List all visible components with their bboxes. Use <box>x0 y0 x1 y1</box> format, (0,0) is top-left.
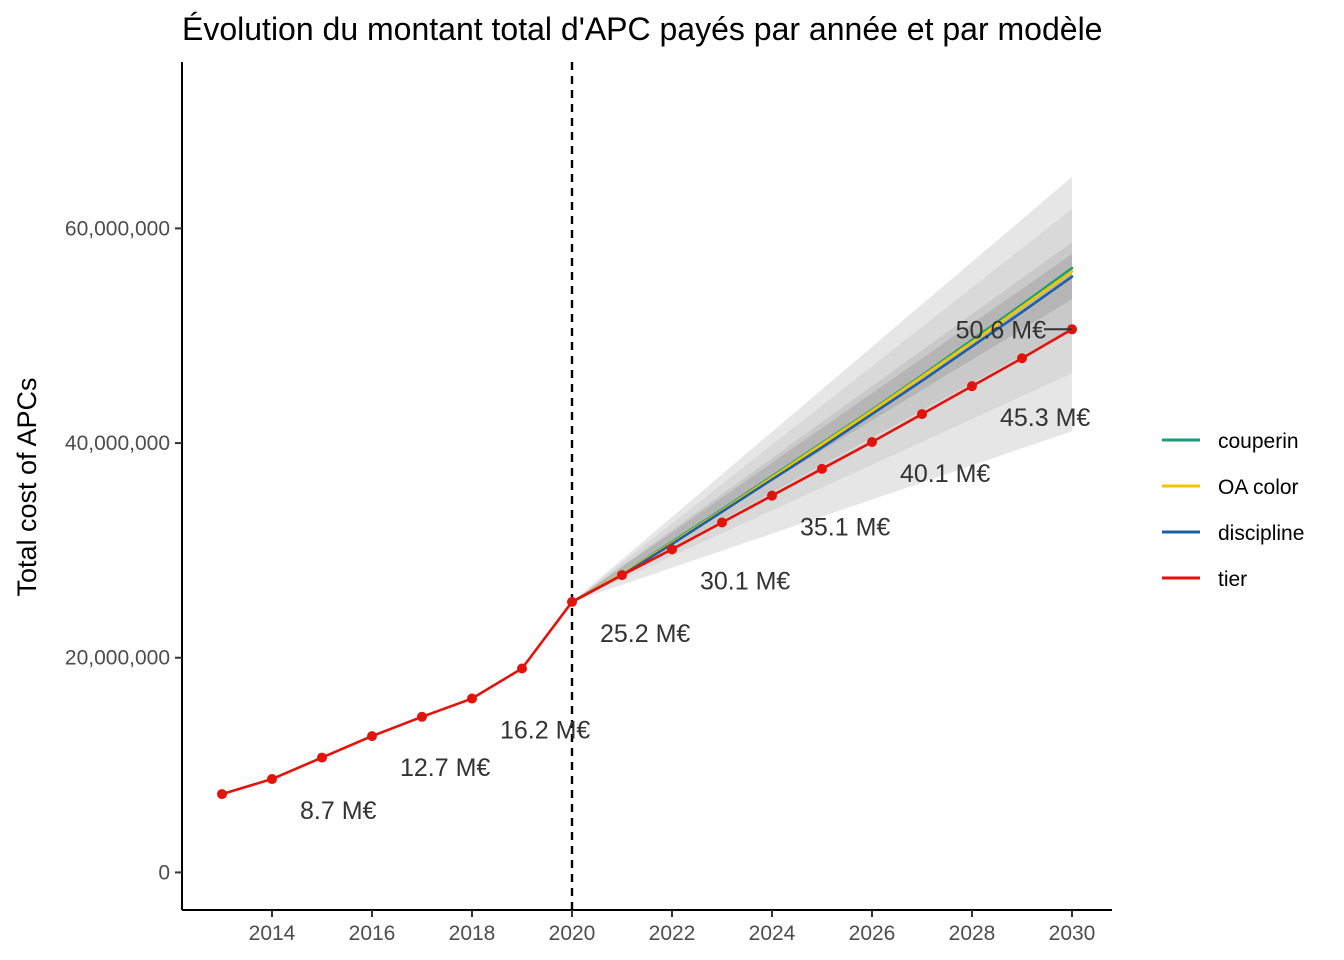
points-layer <box>217 324 1077 800</box>
tier-point-2022 <box>667 544 677 555</box>
tier-point-2019 <box>517 663 527 674</box>
legend-label: discipline <box>1218 522 1304 545</box>
data-labels-layer: 8.7 M€ 12.7 M€ 16.2 M€ 25.2 M€ 30.1 M€ 35.1 M… <box>300 316 1090 825</box>
series-line-discipline <box>570 275 1074 604</box>
x-tick-label: 2014 <box>249 922 296 945</box>
tier-point-2027 <box>917 409 927 420</box>
data-label: 16.2 M€ <box>500 717 590 745</box>
tier-point-2015 <box>317 752 327 763</box>
tier-point-2014 <box>267 774 277 785</box>
x-tick-label: 2016 <box>349 922 396 945</box>
tier-point-2017 <box>417 711 427 722</box>
tier-point-2020 <box>567 596 577 607</box>
x-tick-label: 2022 <box>649 922 696 945</box>
band-middle <box>572 209 1072 602</box>
data-label: 12.7 M€ <box>400 754 490 782</box>
data-label: 30.1 M€ <box>700 567 790 595</box>
tier-point-2023 <box>717 517 727 528</box>
series-layer <box>220 266 1074 796</box>
data-label: 35.1 M€ <box>800 514 890 542</box>
y-axis-title: Total cost of APCs <box>12 377 42 596</box>
legend-label: couperin <box>1218 430 1299 453</box>
y-tick-label: 60,000,000 <box>65 217 170 240</box>
x-tick-label: 2030 <box>1049 922 1096 945</box>
tier-point-2021 <box>617 570 627 581</box>
y-tick-label: 0 <box>158 861 170 884</box>
y-tick-label: 40,000,000 <box>65 432 170 455</box>
data-label: 50.6 M€ <box>956 316 1046 344</box>
data-label: 40.1 M€ <box>900 460 990 488</box>
uncertainty-bands <box>572 176 1072 602</box>
plot-area: 8.7 M€ 12.7 M€ 16.2 M€ 25.2 M€ 30.1 M€ 35.1 M… <box>217 62 1090 910</box>
tier-point-2025 <box>817 463 827 474</box>
x-tick-label: 2024 <box>749 922 796 945</box>
band-inner <box>572 242 1072 602</box>
axes: 2014 2016 2018 2020 2022 2024 2026 2028 2030 0 20,… <box>65 62 1112 945</box>
tier-point-2016 <box>367 731 377 742</box>
tier-point-2018 <box>467 693 477 704</box>
tier-point-2024 <box>767 490 777 501</box>
x-tick-label: 2018 <box>449 922 496 945</box>
x-tick-label: 2020 <box>549 922 596 945</box>
legend-label: tier <box>1218 568 1247 591</box>
tier-point-2029 <box>1017 353 1027 364</box>
data-label: 8.7 M€ <box>300 797 377 825</box>
y-tick-label: 20,000,000 <box>65 647 170 670</box>
data-label: 45.3 M€ <box>1000 404 1090 432</box>
tier-point-2013 <box>217 789 227 800</box>
chart-title: Évolution du montant total d'APC payés p… <box>182 11 1102 47</box>
tier-point-2026 <box>867 436 877 447</box>
x-tick-label: 2028 <box>949 922 996 945</box>
band-core <box>572 254 1072 602</box>
legend: couperin OA color discipline tier <box>1162 430 1304 591</box>
series-line-tier <box>220 327 1074 796</box>
x-tick-label: 2026 <box>849 922 896 945</box>
legend-label: OA color <box>1218 476 1299 499</box>
data-label: 25.2 M€ <box>600 620 690 648</box>
tier-point-2028 <box>967 381 977 392</box>
